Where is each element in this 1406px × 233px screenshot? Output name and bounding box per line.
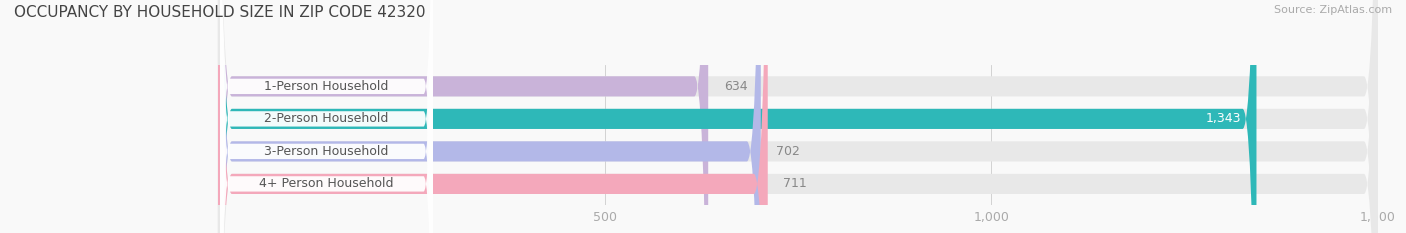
FancyBboxPatch shape xyxy=(218,0,1378,233)
FancyBboxPatch shape xyxy=(221,0,433,233)
Text: 634: 634 xyxy=(724,80,748,93)
Text: 711: 711 xyxy=(783,177,807,190)
FancyBboxPatch shape xyxy=(218,0,1257,233)
FancyBboxPatch shape xyxy=(221,0,433,233)
FancyBboxPatch shape xyxy=(218,0,1378,233)
Text: Source: ZipAtlas.com: Source: ZipAtlas.com xyxy=(1274,5,1392,15)
FancyBboxPatch shape xyxy=(221,0,433,233)
FancyBboxPatch shape xyxy=(218,0,761,233)
FancyBboxPatch shape xyxy=(218,0,768,233)
Text: 1-Person Household: 1-Person Household xyxy=(264,80,389,93)
Text: 3-Person Household: 3-Person Household xyxy=(264,145,389,158)
Text: 4+ Person Household: 4+ Person Household xyxy=(259,177,394,190)
FancyBboxPatch shape xyxy=(218,0,1378,233)
Text: 2-Person Household: 2-Person Household xyxy=(264,112,389,125)
Text: 702: 702 xyxy=(776,145,800,158)
Text: 1,343: 1,343 xyxy=(1205,112,1241,125)
FancyBboxPatch shape xyxy=(218,0,1378,233)
FancyBboxPatch shape xyxy=(218,0,709,233)
FancyBboxPatch shape xyxy=(221,0,433,233)
Text: OCCUPANCY BY HOUSEHOLD SIZE IN ZIP CODE 42320: OCCUPANCY BY HOUSEHOLD SIZE IN ZIP CODE … xyxy=(14,5,426,20)
